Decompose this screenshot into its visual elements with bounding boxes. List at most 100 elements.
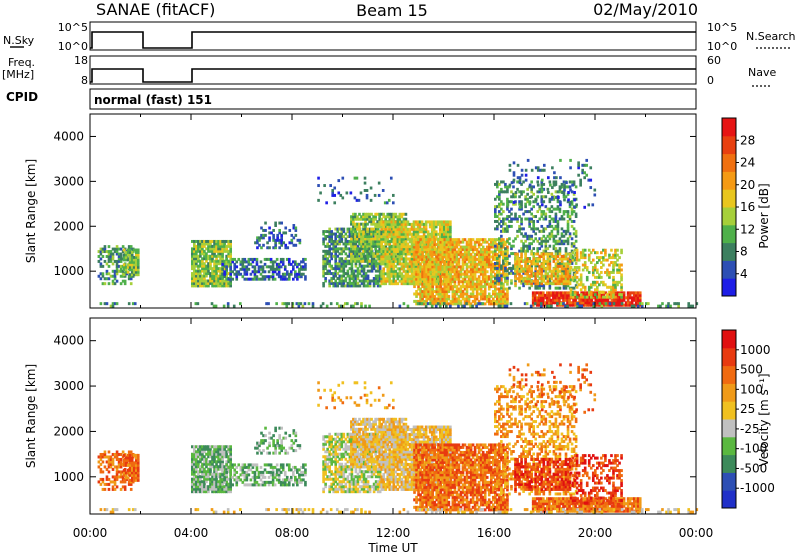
power-cell	[475, 297, 479, 301]
power-cell	[429, 297, 432, 301]
power-cell	[552, 296, 555, 300]
power-cell	[489, 238, 493, 242]
power-cell	[368, 215, 371, 219]
power-cell	[115, 259, 119, 263]
power-cell	[447, 260, 451, 264]
power-cell	[358, 249, 361, 253]
power-cell	[589, 295, 593, 299]
power-cell	[402, 227, 406, 231]
power-cell	[469, 238, 473, 242]
power-cell	[430, 232, 434, 236]
power-cell	[201, 252, 204, 256]
power-cell	[530, 262, 533, 266]
power-cell	[388, 250, 392, 254]
power-cell	[500, 207, 503, 211]
power-cell	[388, 227, 392, 231]
power-cell	[122, 255, 126, 259]
power-cell	[394, 272, 398, 276]
power-cell	[512, 271, 515, 275]
power-cell	[481, 280, 485, 284]
power-cell	[530, 274, 533, 278]
power-cell	[358, 225, 361, 229]
power-cell	[396, 230, 400, 234]
power-cell	[558, 291, 561, 295]
power-cell	[211, 257, 214, 261]
power-cell	[606, 301, 610, 305]
power-cell	[404, 222, 408, 226]
power-cell	[498, 248, 501, 252]
power-cell	[628, 301, 632, 305]
power-cell	[569, 256, 573, 260]
power-cell	[556, 229, 560, 233]
power-cell	[455, 302, 459, 306]
power-cell	[530, 234, 533, 238]
power-cell	[223, 275, 226, 279]
power-cell	[406, 274, 410, 278]
power-cell	[571, 278, 575, 282]
power-cell	[402, 217, 406, 221]
power-cell	[436, 232, 440, 236]
power-cell	[449, 238, 453, 242]
power-cell	[473, 297, 477, 301]
power-cell	[358, 264, 362, 268]
power-cell	[211, 247, 214, 251]
power-cell	[130, 253, 134, 257]
power-cell	[552, 257, 556, 260]
power-cell	[201, 257, 204, 261]
power-cell	[362, 284, 366, 288]
power-cell	[616, 303, 620, 307]
power-cell	[544, 215, 548, 219]
power-cell	[500, 290, 503, 294]
power-cell	[510, 269, 513, 273]
power-cell	[406, 277, 410, 281]
power-cell	[121, 279, 125, 283]
power-cell	[415, 257, 418, 261]
power-cell	[536, 284, 540, 288]
power-cell	[522, 281, 525, 285]
power-cell	[481, 290, 485, 294]
nave-tick-low: 0	[707, 74, 714, 87]
power-cell	[134, 253, 138, 257]
power-cell	[451, 250, 455, 254]
power-cell	[229, 247, 232, 251]
power-cell	[510, 224, 513, 228]
power-cell	[437, 294, 441, 298]
power-cell	[498, 202, 501, 206]
power-cell	[453, 280, 457, 284]
power-cell	[336, 281, 340, 285]
power-cell	[404, 240, 408, 244]
power-cell	[586, 291, 590, 295]
power-cell	[388, 225, 392, 229]
power-cell	[119, 259, 123, 263]
power-cell	[570, 219, 574, 223]
power-cell	[417, 260, 420, 264]
power-cell	[584, 291, 588, 295]
power-cell	[134, 273, 138, 277]
power-cell	[282, 231, 286, 235]
power-cell	[544, 259, 548, 263]
power-cell	[423, 270, 426, 274]
power-cell	[496, 274, 499, 278]
power-cell	[128, 260, 132, 264]
power-cell	[124, 253, 128, 257]
power-cell	[410, 235, 414, 239]
power-cell	[546, 291, 549, 295]
power-cell	[421, 265, 424, 269]
power-cell	[449, 257, 453, 261]
power-cell	[550, 293, 553, 297]
power-cell	[350, 272, 354, 276]
power-cell	[384, 215, 388, 219]
power-cell	[498, 250, 501, 254]
power-cell	[526, 197, 529, 201]
power-cell	[506, 302, 509, 306]
power-cell	[496, 252, 499, 256]
power-cell	[602, 290, 605, 294]
power-cell	[498, 297, 501, 301]
power-cell	[412, 235, 416, 239]
power-cell	[536, 259, 540, 263]
power-cell	[215, 262, 218, 266]
power-cell	[288, 228, 292, 232]
power-cell	[451, 287, 455, 291]
power-cell	[402, 232, 406, 236]
power-cell	[485, 294, 489, 298]
